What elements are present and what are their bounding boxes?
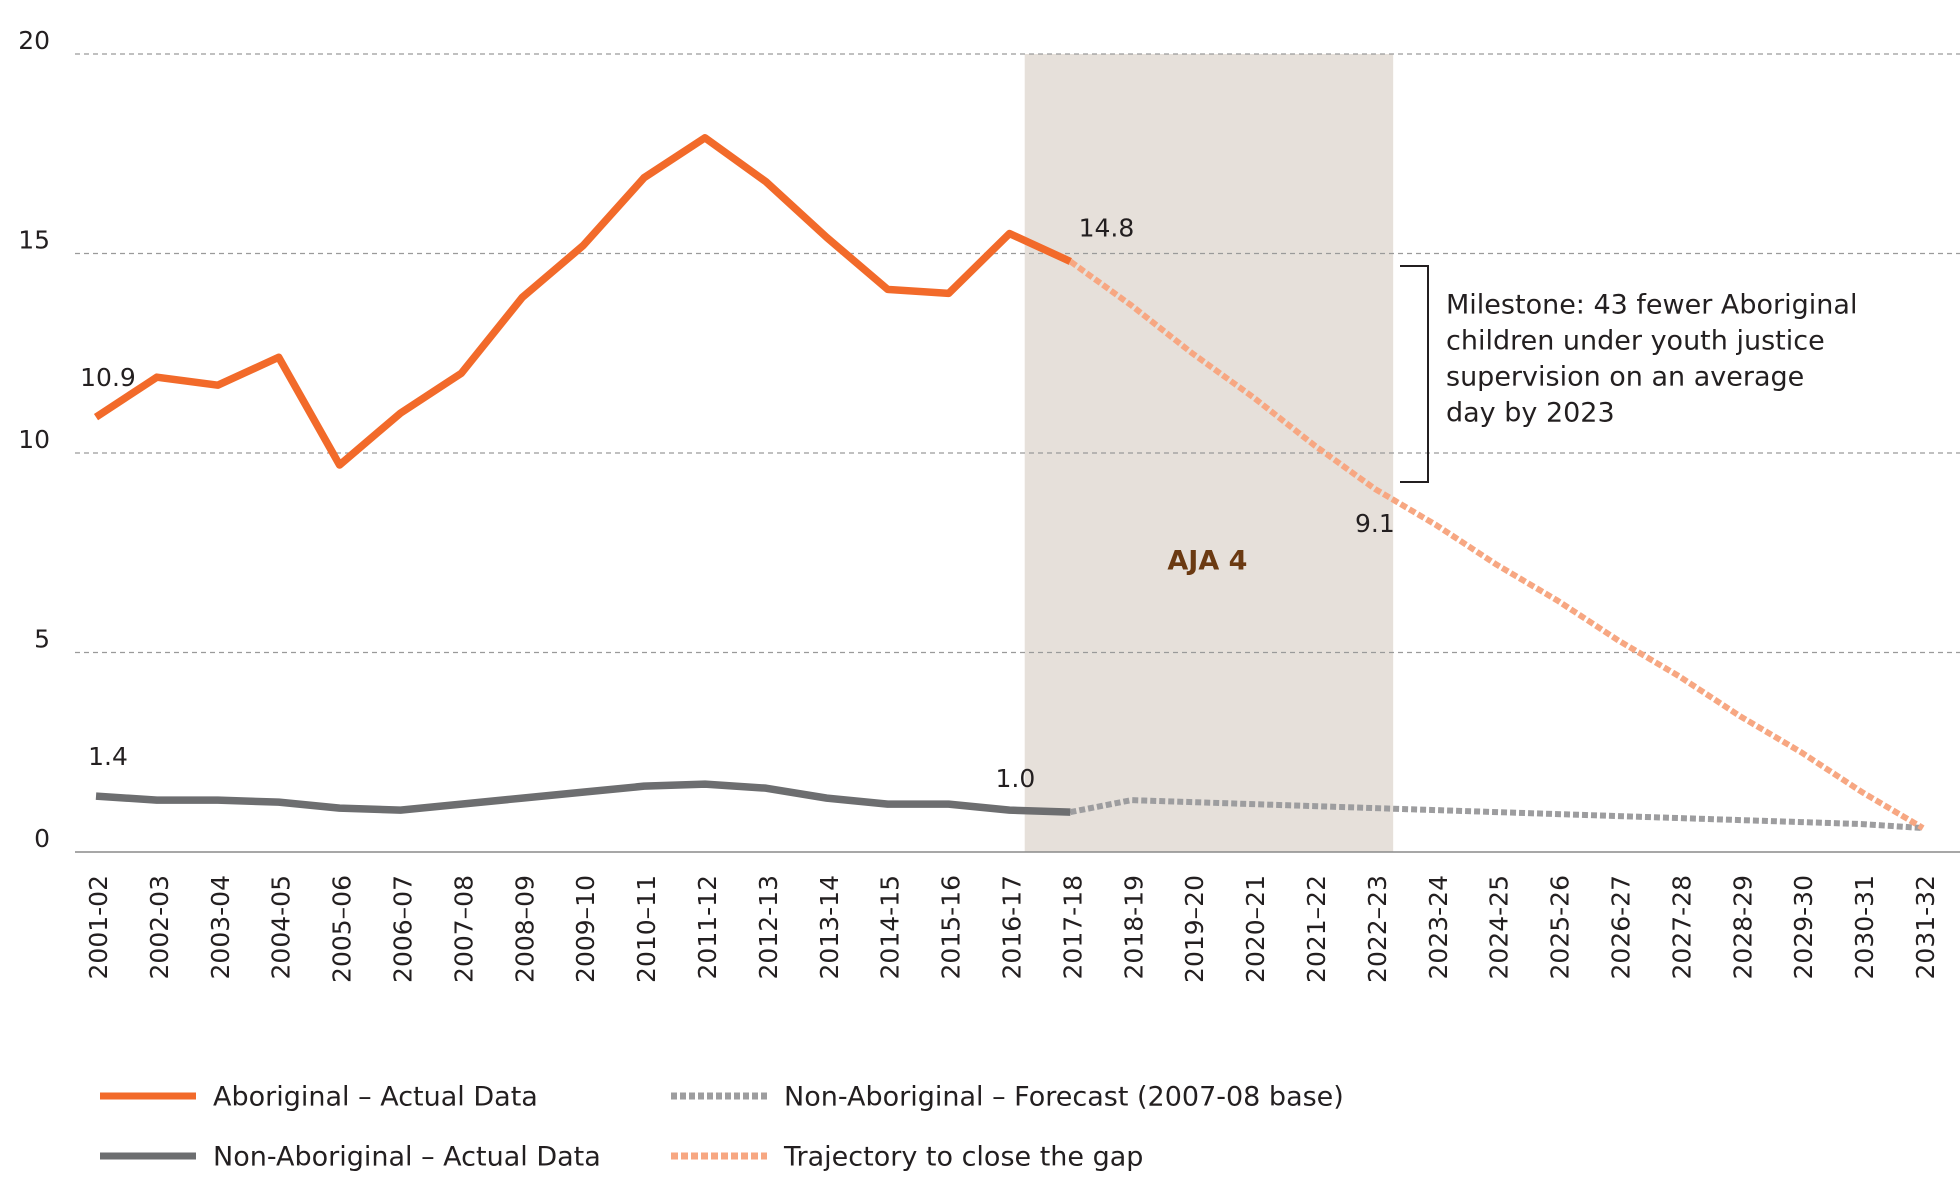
x-tick-label: 2030-31 bbox=[1850, 875, 1879, 979]
y-tick-label: 0 bbox=[34, 824, 50, 853]
x-tick-label: 2031-32 bbox=[1911, 875, 1940, 979]
x-tick-label: 2016-17 bbox=[998, 875, 1027, 979]
x-tick-label: 2005–06 bbox=[328, 875, 357, 983]
x-tick-label: 2021–22 bbox=[1302, 875, 1331, 983]
x-tick-label: 2002-03 bbox=[145, 875, 174, 979]
x-tick-label: 2022–23 bbox=[1363, 875, 1392, 983]
region-label: AJA 4 bbox=[1167, 546, 1247, 577]
x-tick-label: 2028-29 bbox=[1728, 875, 1757, 979]
x-tick-label: 2011-12 bbox=[693, 875, 722, 979]
x-tick-label: 2010–11 bbox=[632, 875, 661, 983]
y-tick-label: 20 bbox=[18, 26, 50, 55]
series-line bbox=[95, 780, 1071, 816]
x-tick-label: 2023-24 bbox=[1424, 875, 1453, 979]
data-label: 10.9 bbox=[80, 363, 136, 392]
x-tick-label: 2018-19 bbox=[1119, 875, 1148, 979]
x-tick-label: 2015-16 bbox=[937, 875, 966, 979]
y-tick-label: 5 bbox=[34, 625, 50, 654]
data-label: 1.0 bbox=[996, 764, 1036, 793]
legend-label: Non-Aboriginal – Forecast (2007-08 base) bbox=[784, 1082, 1344, 1113]
x-tick-label: 2017-18 bbox=[1058, 875, 1087, 979]
x-tick-label: 2007–08 bbox=[449, 875, 478, 983]
x-tick-label: 2025-26 bbox=[1546, 875, 1575, 979]
x-tick-label: 2009–10 bbox=[571, 875, 600, 983]
x-tick-label: 2003-04 bbox=[206, 875, 235, 979]
series-line bbox=[93, 134, 1072, 469]
x-tick-label: 2001-02 bbox=[84, 875, 113, 979]
annotation-text: supervision on an average bbox=[1446, 362, 1804, 393]
annotation-text: day by 2023 bbox=[1446, 398, 1615, 429]
x-tick-label: 2013-14 bbox=[815, 875, 844, 979]
series-line bbox=[1068, 259, 1925, 831]
x-tick-label: 2008–09 bbox=[510, 875, 539, 983]
y-tick-label: 15 bbox=[18, 226, 50, 255]
x-tick-label: 2029-30 bbox=[1789, 875, 1818, 979]
x-tick-label: 2014-15 bbox=[876, 875, 905, 979]
annotation-text: Milestone: 43 fewer Aboriginal bbox=[1446, 290, 1857, 321]
legend-label: Non-Aboriginal – Actual Data bbox=[213, 1142, 601, 1173]
legend-label: Trajectory to close the gap bbox=[783, 1142, 1143, 1173]
x-tick-label: 2012-13 bbox=[754, 875, 783, 979]
x-tick-label: 2019–20 bbox=[1180, 875, 1209, 983]
x-tick-label: 2027-28 bbox=[1667, 875, 1696, 979]
annotation-bracket bbox=[1400, 265, 1429, 483]
x-tick-label: 2024-25 bbox=[1485, 875, 1514, 979]
x-tick-label: 2026-27 bbox=[1607, 875, 1636, 979]
data-label: 9.1 bbox=[1355, 509, 1395, 538]
x-tick-label: 2004-05 bbox=[267, 875, 296, 979]
data-label: 1.4 bbox=[88, 742, 128, 771]
annotation-text: children under youth justice bbox=[1446, 326, 1825, 357]
data-label: 14.8 bbox=[1079, 213, 1135, 242]
x-tick-label: 2020–21 bbox=[1241, 875, 1270, 983]
x-tick-label: 2006–07 bbox=[389, 875, 418, 983]
series-line bbox=[1069, 797, 1924, 832]
y-tick-label: 10 bbox=[18, 425, 50, 454]
legend-label: Aboriginal – Actual Data bbox=[213, 1082, 538, 1113]
